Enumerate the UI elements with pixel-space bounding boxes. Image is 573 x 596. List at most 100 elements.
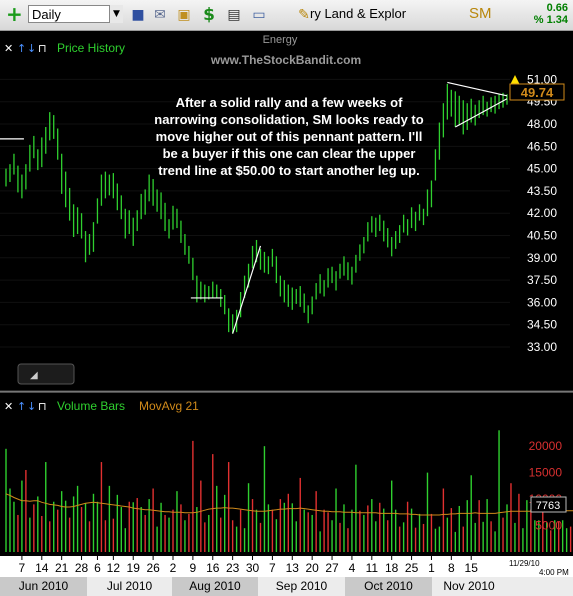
pen-icon[interactable]: ✎ (298, 7, 310, 23)
trend-line (455, 98, 508, 128)
close-icon[interactable]: ✕ (4, 42, 13, 55)
change-value: 0.66 (546, 2, 568, 14)
month-label: Nov 2010 (432, 577, 506, 596)
date-tick-label: 25 (405, 561, 419, 575)
volume-panel-header: ✕ ↑ ↓ ⊓ Volume Bars MovAvg 21 (4, 399, 199, 413)
annotation-line: be a buyer if this one can clear the upp… (163, 146, 416, 161)
company-name: ry Land & Explor (310, 6, 407, 21)
date-tick-label: 6 (94, 561, 101, 575)
moving-average-line (5, 493, 573, 516)
price-tick-label: 45.00 (527, 162, 557, 176)
card-icon[interactable]: ▭ (252, 7, 266, 23)
date-axis: 7 14 21 28 6 12 19 26 2 9 16 23 30 7 13 20 27 4 11 18 25 1 8 15 (19, 556, 479, 575)
date-tick-label: 8 (448, 561, 455, 575)
date-tick-label: 14 (35, 561, 49, 575)
close-icon[interactable]: ✕ (4, 400, 13, 413)
date-tick-label: 21 (55, 561, 69, 575)
price-tick-label: 48.00 (527, 117, 557, 131)
last-price-box (509, 83, 565, 101)
date-tick-label: 18 (385, 561, 399, 575)
price-panel-header: ✕ ↑ ↓ ⊓ Price History (4, 41, 125, 55)
month-label: Oct 2010 (345, 577, 432, 596)
price-tick-label: 46.50 (527, 139, 557, 153)
date-tick-label: 23 (226, 561, 240, 575)
month-label: Jun 2010 (0, 577, 87, 596)
date-tick-label: 20 (305, 561, 319, 575)
move-down-icon[interactable]: ↓ (27, 42, 36, 55)
date-tick-label: 19 (127, 561, 141, 575)
volume-bars (5, 430, 572, 552)
month-label: Jul 2010 (87, 577, 172, 596)
date-tick-label: 15 (465, 561, 479, 575)
ticker-symbol[interactable]: SM (469, 5, 492, 22)
scroll-handle[interactable] (17, 363, 75, 385)
footer-date: 11/29/10 (509, 559, 540, 568)
annotation-line: move higher out of this pennant pattern.… (156, 129, 423, 144)
price-tick-label: 40.50 (527, 229, 557, 243)
annotation-line: narrowing consolidation, SM looks ready … (154, 112, 423, 127)
date-tick-label: 7 (269, 561, 276, 575)
date-tick-label: 1 (428, 561, 435, 575)
mail-icon[interactable]: ✉ (154, 7, 166, 23)
annotation-text: After a solid rally and a few weeks of n… (154, 95, 423, 178)
pin-icon[interactable]: ⊓ (38, 42, 47, 55)
month-strip-tail (506, 577, 573, 596)
volume-tick-label: 15000 (529, 466, 563, 480)
date-tick-label: 30 (246, 561, 260, 575)
moving-average-label: MovAvg 21 (139, 399, 199, 413)
price-tick-label: 36.00 (527, 295, 557, 309)
date-tick-label: 28 (75, 561, 89, 575)
change-percent: % 1.34 (533, 14, 568, 26)
lock-icon[interactable]: ▣ (177, 7, 191, 23)
volume-tick-label: 5000 (535, 519, 562, 533)
footer-time: 4:00 PM (539, 568, 569, 577)
date-tick-label: 16 (206, 561, 220, 575)
price-panel-label: Price History (57, 41, 125, 55)
breakout-arrow-head (510, 74, 520, 85)
last-volume-box (530, 496, 567, 513)
sector-label: Energy (263, 34, 298, 46)
add-icon[interactable]: + (6, 2, 23, 26)
price-tick-label: 51.00 (527, 72, 557, 86)
volume-axis: 5000100001500020000 (529, 439, 563, 532)
save-icon[interactable]: ■ (131, 7, 145, 23)
change-readout: 0.66 % 1.34 (534, 2, 568, 26)
date-axis-background (0, 556, 573, 577)
toolbar: + Daily ▼ ■ ✉ ▣ $ ▤ ▭ ✎ ry Land & Explor… (0, 0, 573, 31)
trend-line (447, 81, 508, 97)
price-axis: 33.00 34.50 36.00 37.50 39.00 40.50 42.00 43.50… (527, 72, 557, 354)
move-down-icon[interactable]: ↓ (27, 400, 36, 413)
annotation-line: trend line at $50.00 to start another le… (158, 163, 420, 178)
date-tick-label: 12 (107, 561, 121, 575)
volume-tick-label: 20000 (529, 439, 563, 453)
period-value: Daily (32, 7, 61, 22)
price-tick-label: 37.50 (527, 273, 557, 287)
chevron-down-icon[interactable]: ▼ (109, 5, 123, 23)
price-tick-label: 43.50 (527, 184, 557, 198)
move-up-icon[interactable]: ↑ (17, 400, 26, 413)
price-tick-label: 42.00 (527, 206, 557, 220)
print-icon[interactable]: ▤ (227, 7, 241, 23)
date-tick-label: 11 (366, 561, 379, 575)
date-tick-label: 2 (170, 561, 177, 575)
date-tick-label: 26 (146, 561, 160, 575)
price-tick-label: 39.00 (527, 251, 557, 265)
watermark: www.TheStockBandit.com (210, 53, 361, 67)
price-tick-label: 34.50 (527, 318, 557, 332)
move-up-icon[interactable]: ↑ (17, 42, 26, 55)
period-select[interactable]: Daily (28, 5, 122, 23)
date-tick-label: 9 (190, 561, 197, 575)
month-label: Sep 2010 (258, 577, 345, 596)
trend-line (232, 245, 262, 334)
date-tick-label: 7 (19, 561, 26, 575)
annotations (0, 74, 520, 334)
last-price-label: 49.74 (521, 85, 554, 100)
annotation-line: After a solid rally and a few weeks of (176, 95, 404, 110)
scroll-handle-icon: ◢ (30, 370, 38, 381)
pin-icon[interactable]: ⊓ (38, 400, 47, 413)
volume-panel-label: Volume Bars (57, 399, 125, 413)
last-volume-label: 7763 (536, 500, 560, 512)
month-label: Aug 2010 (172, 577, 258, 596)
dollar-icon[interactable]: $ (203, 5, 215, 25)
